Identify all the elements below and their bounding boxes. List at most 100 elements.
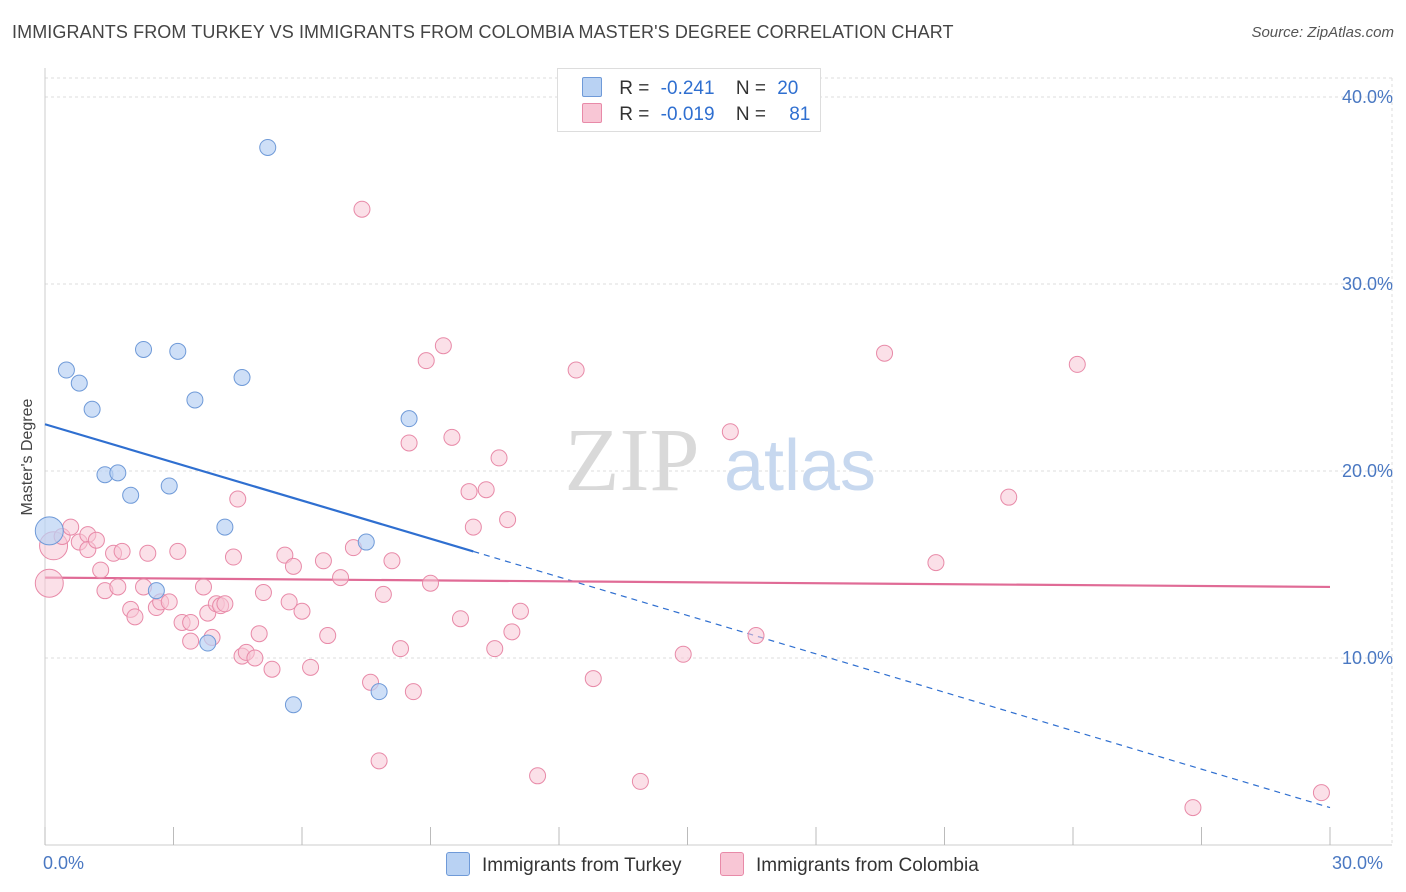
colombia-point xyxy=(477,481,495,499)
colombia-point xyxy=(182,632,200,650)
turkey-point xyxy=(160,477,178,495)
turkey-point xyxy=(357,533,375,551)
colombia-point xyxy=(374,585,392,603)
bottom-turkey-label: Immigrants from Turkey xyxy=(482,855,682,876)
colombia-point xyxy=(511,602,529,620)
y-tick-label: 20.0% xyxy=(1342,461,1393,481)
colombia-point xyxy=(126,608,144,626)
colombia-point xyxy=(254,584,272,602)
colombia-point xyxy=(34,568,64,598)
colombia-point xyxy=(417,352,435,370)
bottom-legend-colombia: Immigrants from Colombia xyxy=(720,852,979,877)
legend-row-turkey: R = -0.241 N = 20 xyxy=(582,77,798,101)
colombia-point xyxy=(503,623,521,641)
turkey-point xyxy=(70,374,88,392)
colombia-point xyxy=(422,574,439,592)
turkey-point xyxy=(370,683,388,701)
turkey-point xyxy=(147,582,165,600)
colombia-point xyxy=(747,627,765,645)
colombia-point xyxy=(490,449,508,467)
axes xyxy=(44,68,1392,846)
colombia-r-value: -0.019 xyxy=(660,104,715,125)
colombia-point xyxy=(392,640,410,658)
colombia-point xyxy=(451,610,469,628)
colombia-point xyxy=(1000,488,1018,506)
turkey-point xyxy=(34,516,64,546)
colombia-point xyxy=(631,772,649,790)
colombia-point xyxy=(293,602,311,620)
y-tick-labels: 10.0% 20.0% 30.0% 40.0% xyxy=(1342,87,1393,668)
colombia-n-label: N = xyxy=(735,104,766,125)
x-tick-max: 30.0% xyxy=(1332,853,1384,873)
colombia-point xyxy=(62,518,80,536)
turkey-r-label: R = xyxy=(619,78,650,99)
colombia-point xyxy=(246,649,264,667)
colombia-point xyxy=(434,337,452,355)
colombia-point xyxy=(229,490,247,508)
turkey-point xyxy=(83,400,101,418)
colombia-point xyxy=(280,593,298,611)
colombia-point xyxy=(400,434,418,452)
colombia-point xyxy=(499,511,517,529)
colombia-point xyxy=(87,531,105,549)
chart-title: IMMIGRANTS FROM TURKEY VS IMMIGRANTS FRO… xyxy=(12,22,954,42)
colombia-point xyxy=(263,660,281,678)
colombia-point xyxy=(486,640,504,658)
colombia-point xyxy=(139,544,157,562)
colombia-point xyxy=(319,627,337,645)
watermark-zip: ZIP xyxy=(565,411,700,510)
colombia-point xyxy=(109,578,127,596)
turkey-point xyxy=(259,138,277,156)
turkey-point xyxy=(400,410,418,428)
bottom-colombia-swatch xyxy=(720,852,744,876)
y-tick-label: 40.0% xyxy=(1342,87,1393,107)
trend-line-colombia xyxy=(44,576,1331,589)
colombia-point xyxy=(182,613,200,631)
colombia-point xyxy=(216,595,234,613)
turkey-point xyxy=(169,342,187,360)
colombia-point xyxy=(332,569,350,587)
colombia-point xyxy=(314,552,332,570)
colombia-point xyxy=(113,542,131,560)
turkey-point xyxy=(199,634,217,652)
legend-row-colombia: R = -0.019 N = 81 xyxy=(582,103,810,127)
trend-line-turkey xyxy=(44,423,474,553)
colombia-r-label: R = xyxy=(619,104,650,125)
y-tick-label: 30.0% xyxy=(1342,274,1393,294)
colombia-point xyxy=(224,548,242,566)
turkey-point xyxy=(233,369,251,386)
colombia-point xyxy=(284,557,302,575)
trend-line-turkey-extension xyxy=(473,550,1331,809)
turkey-n-label: N = xyxy=(735,78,766,99)
turkey-point xyxy=(216,518,234,536)
y-axis-label: Master's Degree xyxy=(19,398,36,515)
colombia-point xyxy=(353,200,371,218)
colombia-swatch xyxy=(582,103,602,123)
colombia-point xyxy=(302,658,320,676)
trend-lines xyxy=(44,423,1331,809)
colombia-point xyxy=(194,578,212,596)
colombia-point xyxy=(383,552,401,570)
correlation-legend: R = -0.241 N = 20 R = -0.019 N = 81 xyxy=(557,68,821,132)
turkey-point xyxy=(109,464,127,482)
grid-lines xyxy=(45,77,1393,845)
colombia-point xyxy=(169,542,187,560)
source-label: Source: ZipAtlas.com xyxy=(1251,24,1394,41)
turkey-n-value: 20 xyxy=(777,78,799,99)
colombia-point xyxy=(370,752,388,770)
colombia-n-value: 81 xyxy=(789,104,811,125)
colombia-point xyxy=(584,670,602,688)
watermark-atlas: atlas xyxy=(724,426,876,506)
colombia-point xyxy=(464,518,482,536)
colombia-point xyxy=(927,554,945,572)
colombia-point xyxy=(460,483,478,501)
turkey-point xyxy=(57,361,75,379)
bottom-colombia-label: Immigrants from Colombia xyxy=(756,855,979,876)
colombia-point xyxy=(721,423,739,441)
turkey-point xyxy=(186,391,204,409)
colombia-point xyxy=(404,683,422,701)
turkey-point xyxy=(122,486,140,504)
colombia-point xyxy=(567,361,585,379)
colombia-point xyxy=(250,625,268,643)
